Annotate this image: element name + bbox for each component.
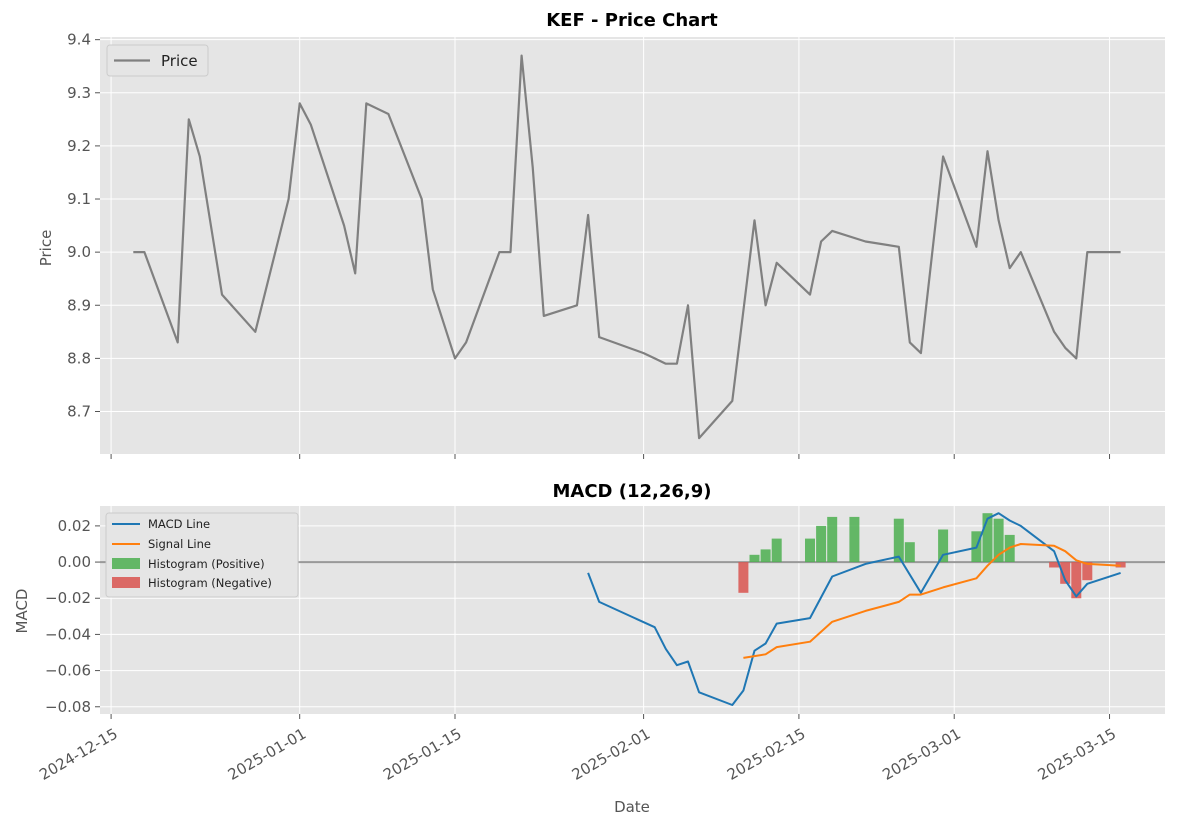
x-tick-label: 2025-01-01 (225, 725, 310, 784)
x-axis-label: Date (614, 798, 650, 816)
legend-swatch-hist-neg (112, 577, 140, 588)
histogram-bar-positive (849, 516, 860, 563)
price-y-tick-label: 9.2 (67, 137, 91, 155)
histogram-bar-positive (749, 554, 760, 562)
x-tick-label: 2025-03-01 (879, 725, 964, 784)
x-tick-label: 2025-03-15 (1035, 725, 1120, 784)
price-chart-title: KEF - Price Chart (546, 10, 718, 31)
macd-line (587, 512, 1121, 706)
price-legend[interactable]: Price (106, 44, 209, 77)
legend-label-macd: MACD Line (148, 517, 210, 531)
histogram-bar-negative (1082, 562, 1093, 581)
legend-swatch-hist-pos (112, 558, 140, 569)
x-tick-label: 2025-01-15 (380, 725, 465, 784)
price-yticks: 8.7 8.8 8.9 9.0 9.1 9.2 9.3 9.4 (67, 31, 100, 421)
x-tick-label: 2025-02-01 (569, 725, 654, 784)
histogram-bar-positive (805, 538, 815, 563)
price-y-axis-label: Price (37, 230, 55, 267)
macd-legend[interactable]: MACD Line Signal Line Histogram (Positiv… (105, 512, 299, 598)
histogram-bar-positive (771, 538, 782, 563)
price-y-tick-label: 9.0 (67, 243, 91, 261)
macd-y-tick-label: −0.02 (45, 589, 91, 607)
histogram-bar-positive (993, 518, 1004, 563)
price-y-tick-label: 9.1 (67, 190, 91, 208)
histogram-bar-positive (816, 525, 827, 563)
macd-lines (587, 512, 1121, 706)
macd-chart-title: MACD (12,26,9) (552, 481, 711, 502)
macd-y-tick-label: 0.00 (58, 553, 91, 571)
macd-y-axis-label: MACD (13, 589, 31, 634)
price-y-tick-label: 9.3 (67, 84, 91, 102)
x-tick-label: 2024-12-15 (36, 725, 121, 784)
signal-line (743, 543, 1121, 659)
macd-y-tick-label: 0.02 (58, 517, 91, 535)
histogram-bar-negative (1060, 562, 1071, 584)
macd-yticks: −0.08 −0.06 −0.04 −0.02 0.00 0.02 (45, 517, 100, 716)
price-grid (100, 37, 1165, 454)
x-tick-label: 2025-02-15 (724, 725, 809, 784)
histogram-bar-negative (1049, 562, 1060, 568)
price-y-tick-label: 8.7 (67, 403, 91, 421)
price-y-tick-label: 8.8 (67, 349, 91, 367)
histogram-bar-positive (760, 549, 771, 563)
price-series (133, 54, 1121, 440)
histogram-bar-positive (904, 542, 915, 563)
macd-y-tick-label: −0.06 (45, 662, 91, 680)
histogram-bar-positive (893, 518, 904, 563)
price-y-tick-label: 9.4 (67, 31, 91, 49)
histogram-bar-positive (827, 516, 838, 563)
price-legend-box (106, 44, 209, 77)
price-y-tick-label: 8.9 (67, 296, 91, 314)
price-line (133, 54, 1121, 440)
macd-xticks: 2024-12-15 2025-01-01 2025-01-15 2025-02-01… (36, 714, 1119, 784)
price-legend-label: Price (161, 52, 198, 70)
histogram-bar-negative (738, 562, 749, 593)
macd-y-tick-label: −0.04 (45, 625, 91, 643)
macd-legend-box (105, 512, 299, 598)
legend-label-hist-pos: Histogram (Positive) (148, 557, 265, 571)
macd-y-tick-label: −0.08 (45, 698, 91, 716)
histogram-bar-positive (982, 513, 993, 562)
histogram-bar-positive (938, 529, 949, 563)
legend-label-signal: Signal Line (148, 537, 211, 551)
histogram-bar-negative (1071, 562, 1082, 599)
price-xticks (110, 454, 1111, 459)
legend-label-hist-neg: Histogram (Negative) (148, 576, 272, 590)
